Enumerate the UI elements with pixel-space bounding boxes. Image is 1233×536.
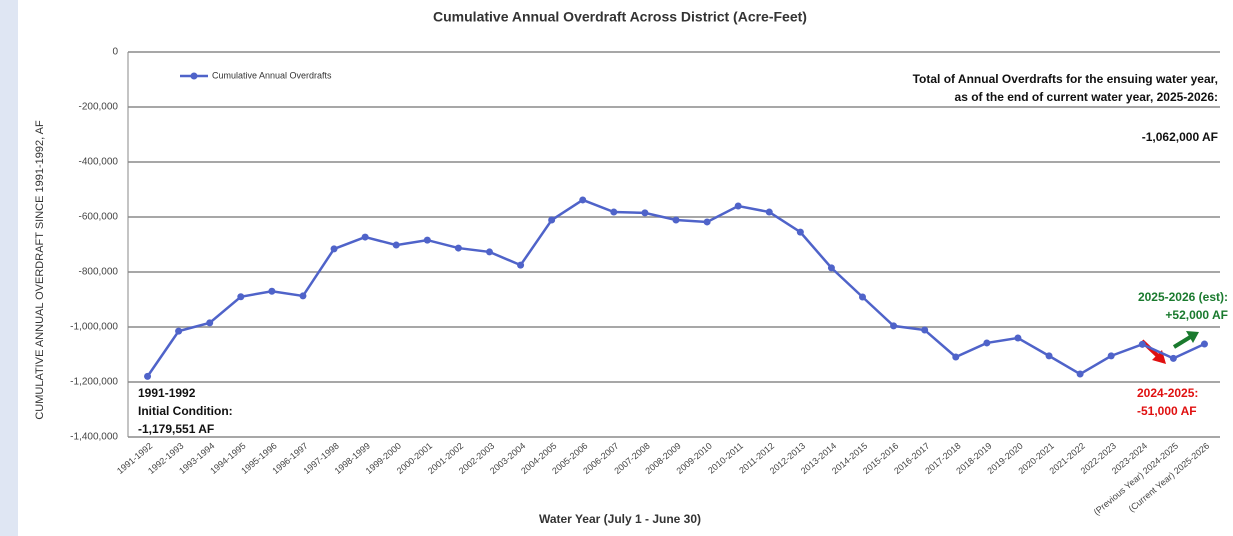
marker <box>237 293 245 301</box>
annotation: 2025-2026 (est): <box>1138 290 1228 304</box>
marker <box>1200 340 1208 348</box>
line <box>146 198 1205 378</box>
legend-label: Cumulative Annual Overdrafts <box>212 70 332 80</box>
marker <box>579 196 587 204</box>
y-tick-label: 0 <box>112 47 118 58</box>
y-tick-label: -1,000,000 <box>70 322 118 333</box>
marker <box>703 218 711 226</box>
marker <box>641 209 649 217</box>
y-tick-label: -600,000 <box>79 212 119 223</box>
marker <box>672 216 680 224</box>
marker <box>734 202 742 210</box>
marker <box>859 293 867 301</box>
marker <box>1169 354 1177 362</box>
marker <box>548 216 556 224</box>
marker <box>144 372 152 380</box>
annotation: as of the end of current water year, 202… <box>955 90 1218 104</box>
arrow-up <box>1172 334 1194 349</box>
annotation: Total of Annual Overdrafts for the ensui… <box>913 72 1218 86</box>
annotation: +52,000 AF <box>1165 308 1228 322</box>
marker <box>1107 352 1115 360</box>
y-axis-label: CUMULATIVE ANNUAL OVERDRAFT SINCE 1991-1… <box>34 120 46 420</box>
marker <box>206 319 214 327</box>
marker <box>610 208 618 216</box>
y-tick-label: -200,000 <box>79 102 119 113</box>
y-tick-label: -1,200,000 <box>70 377 118 388</box>
marker <box>1014 334 1022 342</box>
x-axis-label: Water Year (July 1 - June 30) <box>539 512 701 526</box>
marker <box>330 245 338 253</box>
marker <box>890 322 898 330</box>
marker <box>796 228 804 236</box>
side-strip <box>0 0 18 536</box>
marker <box>485 248 493 256</box>
marker <box>423 236 431 244</box>
marker <box>454 244 462 252</box>
annotation: -51,000 AF <box>1137 404 1197 418</box>
annotation: 2024-2025: <box>1137 386 1198 400</box>
y-tick-label: -800,000 <box>79 267 119 278</box>
marker <box>921 326 929 334</box>
annotation: Initial Condition: <box>138 404 233 418</box>
marker <box>268 287 276 295</box>
annotation: -1,062,000 AF <box>1142 130 1218 144</box>
marker <box>827 264 835 272</box>
marker <box>361 233 369 241</box>
marker <box>1045 352 1053 360</box>
marker <box>299 292 307 300</box>
legend-marker <box>190 72 198 80</box>
marker <box>1076 370 1084 378</box>
marker <box>765 208 773 216</box>
arrow-head <box>1186 331 1199 343</box>
y-tick-label: -400,000 <box>79 157 119 168</box>
annotation: -1,179,551 AF <box>138 422 214 436</box>
y-tick-label: -1,400,000 <box>70 432 118 443</box>
marker <box>1138 340 1146 348</box>
annotation: 1991-1992 <box>138 386 196 400</box>
marker <box>952 353 960 361</box>
chart-title: Cumulative Annual Overdraft Across Distr… <box>433 9 807 25</box>
marker <box>517 261 525 269</box>
marker <box>175 327 183 335</box>
marker <box>392 241 400 249</box>
marker <box>983 339 991 347</box>
